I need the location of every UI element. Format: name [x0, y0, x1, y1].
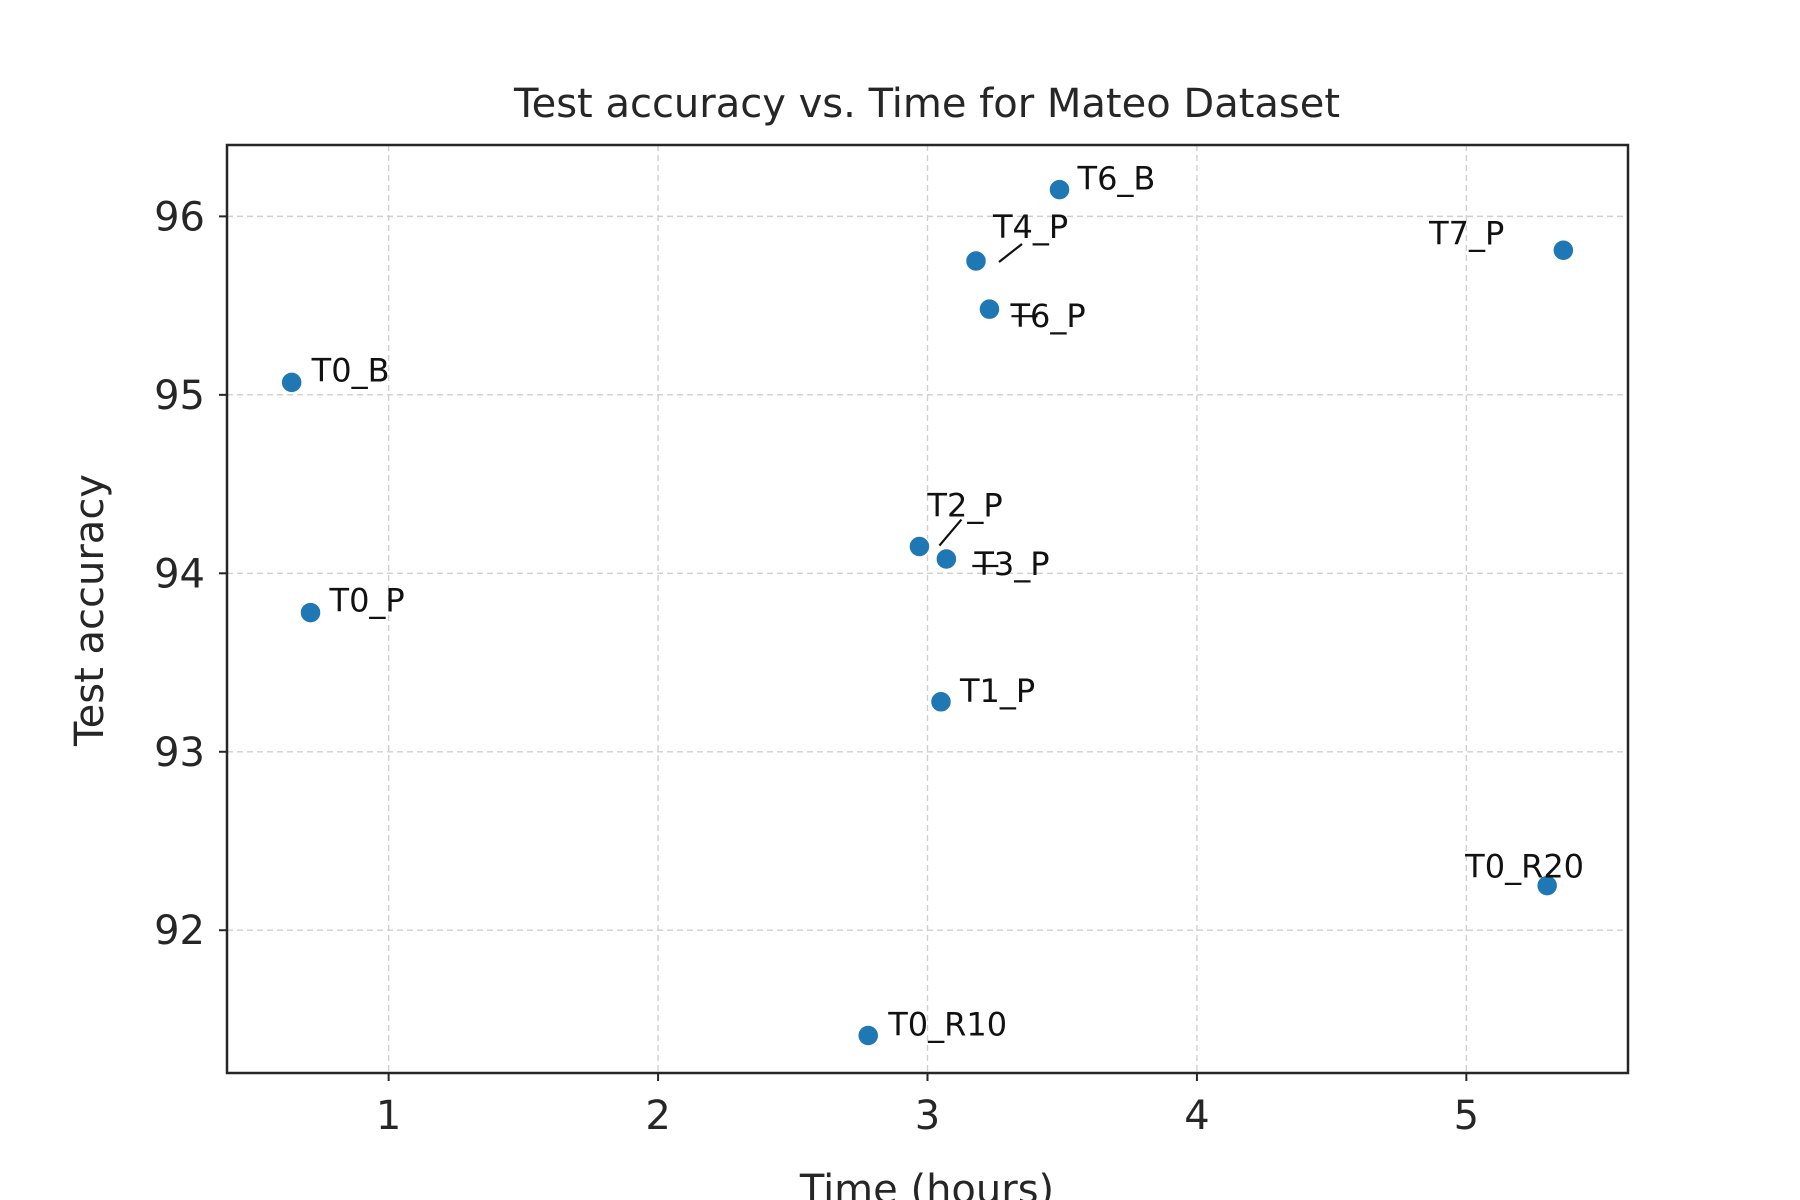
point-label: T0_R20 [1464, 848, 1584, 886]
point-label: T2_P [926, 487, 1002, 525]
scatter-point [964, 249, 988, 273]
point-label: T7_P [1428, 214, 1504, 252]
chart-title: Test accuracy vs. Time for Mateo Dataset [513, 81, 1340, 127]
x-tick-label: 5 [1454, 1093, 1479, 1139]
y-axis-label: Test accuracy [67, 474, 113, 747]
x-tick-label: 2 [645, 1093, 670, 1139]
point-label: T6_B [1077, 160, 1156, 198]
scatter-point [1552, 239, 1575, 262]
point-label: T0_B [311, 351, 390, 389]
scatter-point [929, 690, 953, 714]
y-tick-label: 94 [154, 551, 205, 597]
labels-layer: T0_B T0_P T0_R10 T1_P T2_P T3_P T4_P T6_P T6_B T7… [311, 160, 1584, 1044]
x-tick-label: 3 [915, 1093, 940, 1139]
x-tick-label: 1 [376, 1093, 401, 1139]
point-label: T0_P [329, 582, 405, 620]
y-tick-label: 93 [154, 730, 205, 776]
scatter-point [856, 1024, 880, 1047]
label-leader-line [998, 243, 1023, 263]
point-label: T3_P [973, 545, 1049, 583]
scatter-point [299, 601, 322, 624]
scatter-point [1535, 874, 1559, 897]
label-leader-line [938, 518, 963, 547]
axis-layer: 1 2 3 4 5 92 93 94 95 96 [154, 194, 1479, 1139]
grid-layer [227, 145, 1628, 1073]
scatter-point [908, 535, 931, 558]
point-label: T0_R10 [887, 1006, 1007, 1044]
point-label: T1_P [959, 672, 1035, 710]
x-tick-label: 4 [1184, 1093, 1209, 1139]
scatter-point [935, 547, 958, 571]
y-tick-label: 92 [154, 908, 205, 954]
y-tick-label: 96 [154, 194, 205, 240]
points-layer [280, 178, 1575, 1047]
y-tick-label: 95 [154, 373, 205, 419]
scatter-point [978, 297, 1001, 321]
scatter-point [1048, 178, 1071, 201]
scatter-point [280, 371, 303, 394]
x-axis-label: Time (hours) [799, 1167, 1054, 1200]
point-label: T6_P [1009, 297, 1085, 335]
point-label: T4_P [992, 208, 1068, 246]
